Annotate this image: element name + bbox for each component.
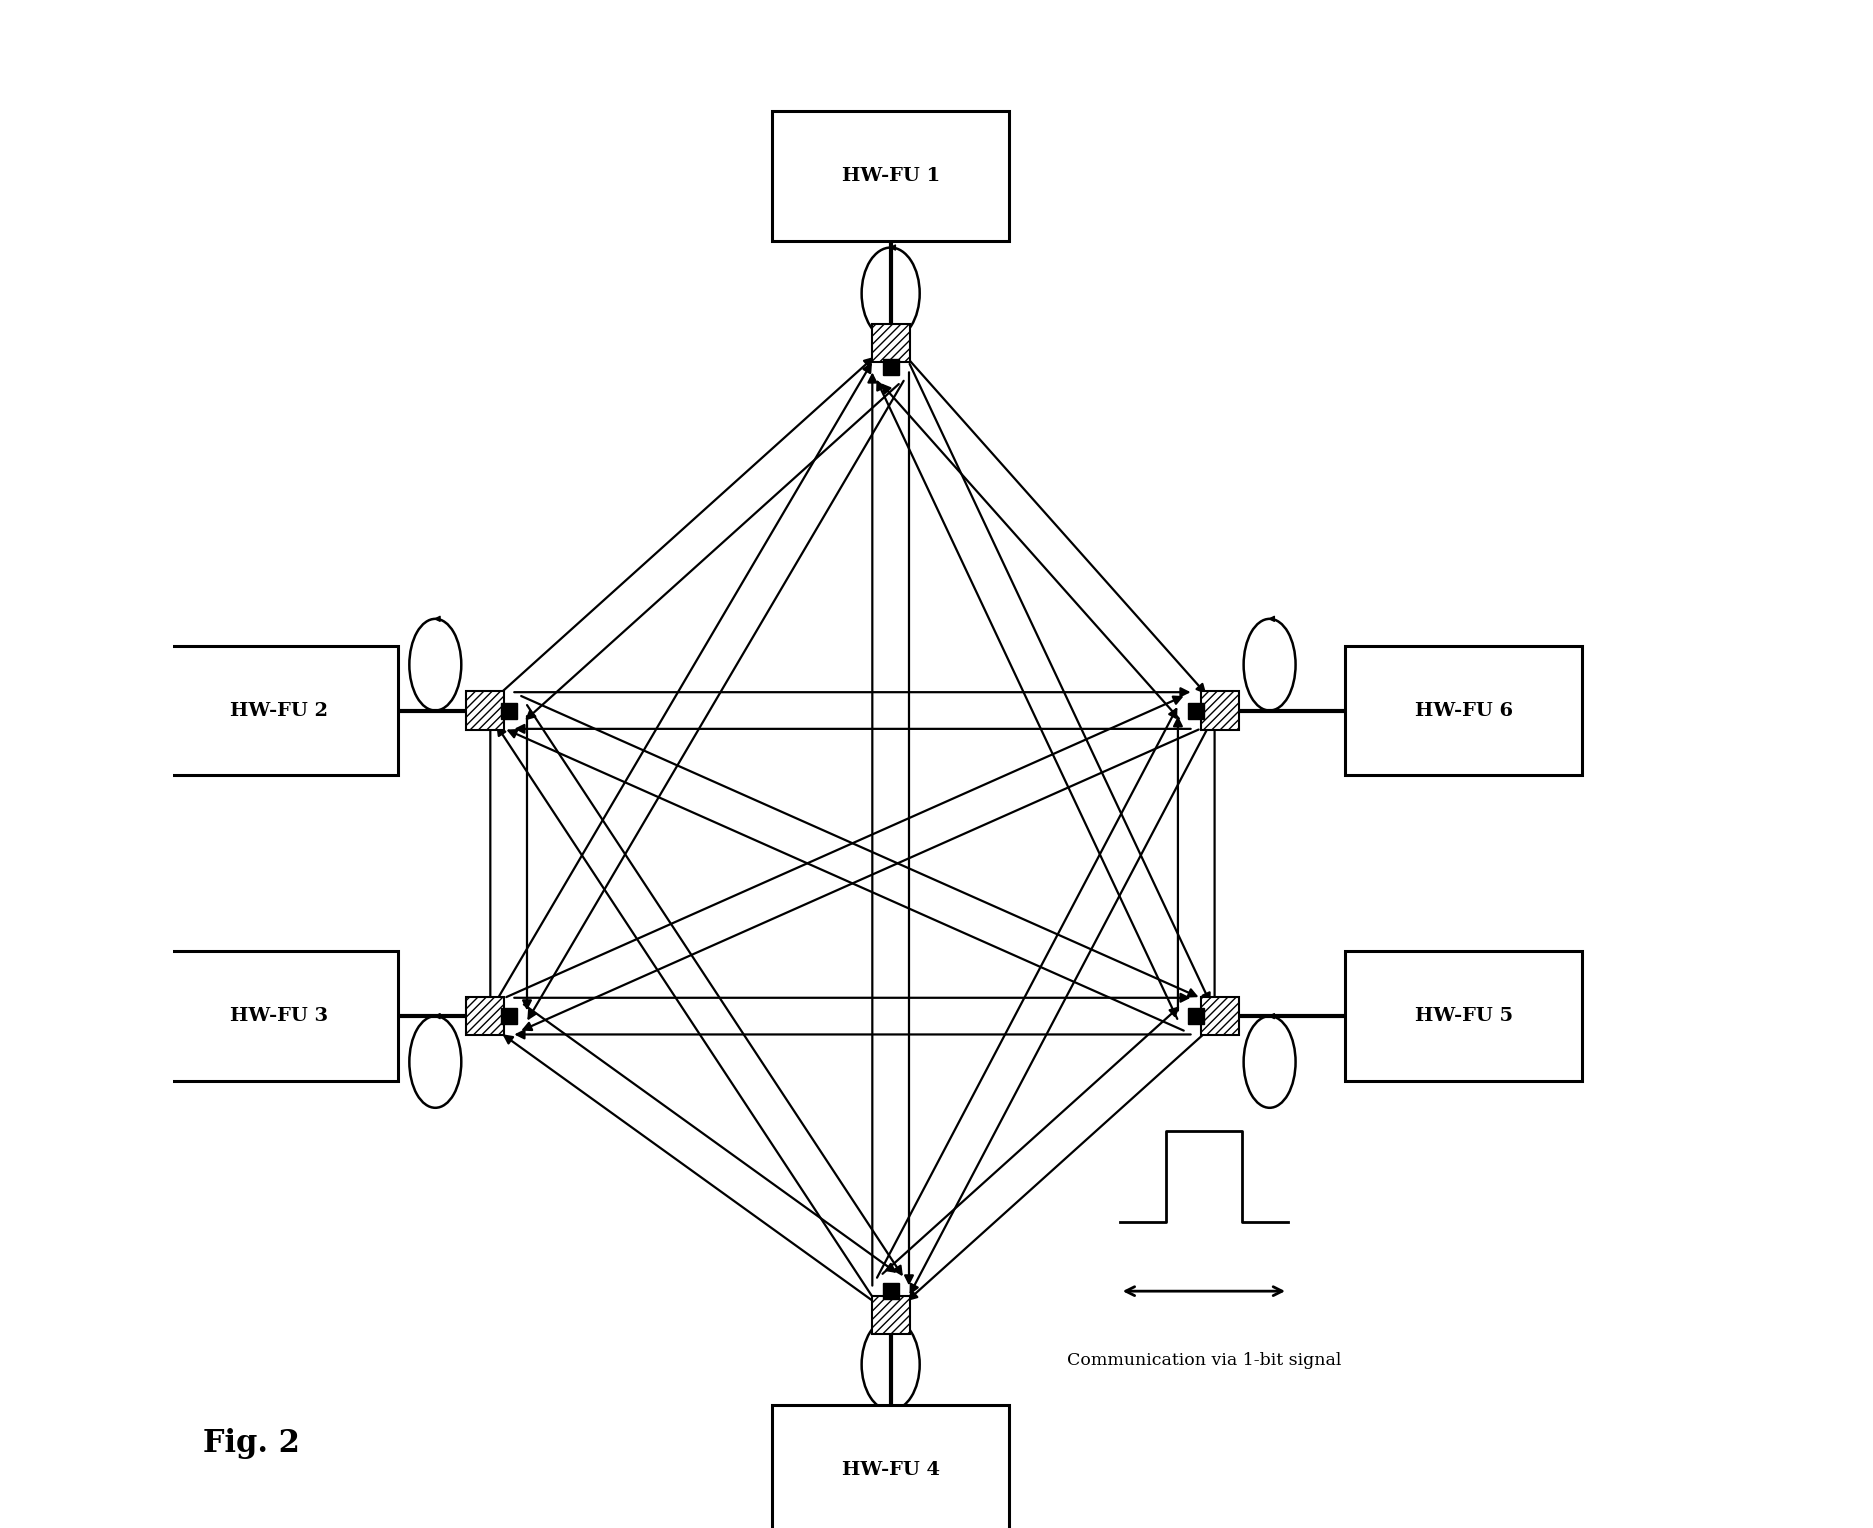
Text: HW-FU 4: HW-FU 4 — [841, 1461, 940, 1479]
Text: Communication via 1-bit signal: Communication via 1-bit signal — [1068, 1352, 1341, 1369]
Bar — [772, 112, 1010, 240]
Bar — [1345, 950, 1583, 1082]
Bar — [871, 324, 910, 362]
Text: HW-FU 1: HW-FU 1 — [841, 167, 940, 185]
Bar — [1201, 691, 1240, 729]
Text: HW-FU 6: HW-FU 6 — [1414, 701, 1513, 720]
Text: HW-FU 3: HW-FU 3 — [230, 1007, 328, 1025]
Text: HW-FU 2: HW-FU 2 — [230, 701, 328, 720]
Text: Fig. 2: Fig. 2 — [202, 1429, 300, 1459]
Bar — [1345, 646, 1583, 776]
Bar — [466, 691, 504, 729]
Bar — [161, 646, 397, 776]
Text: HW-FU 5: HW-FU 5 — [1414, 1007, 1513, 1025]
Bar — [1201, 998, 1240, 1036]
Bar — [772, 1406, 1010, 1528]
Bar — [871, 1296, 910, 1334]
Bar — [161, 950, 397, 1082]
Bar — [466, 998, 504, 1036]
